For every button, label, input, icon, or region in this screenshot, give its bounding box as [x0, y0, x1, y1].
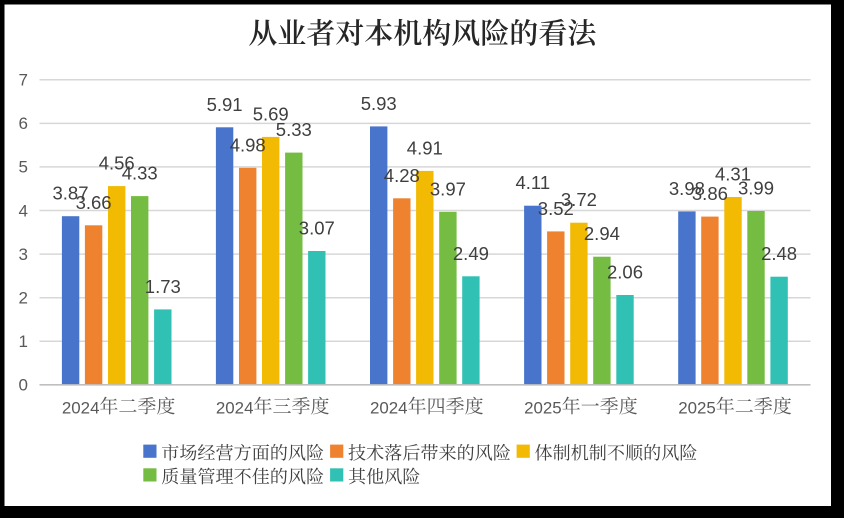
svg-text:3.99: 3.99 — [738, 178, 774, 199]
svg-text:5.91: 5.91 — [207, 94, 243, 115]
svg-text:4.31: 4.31 — [715, 164, 751, 185]
svg-text:3.86: 3.86 — [692, 183, 728, 204]
svg-text:5.33: 5.33 — [276, 119, 312, 140]
svg-text:2025: 2025 — [524, 399, 562, 418]
svg-text:2.06: 2.06 — [607, 262, 643, 283]
svg-text:6: 6 — [19, 114, 28, 133]
svg-text:4: 4 — [19, 201, 28, 220]
svg-text:2: 2 — [19, 289, 28, 308]
svg-text:5: 5 — [19, 158, 28, 177]
svg-text:3.97: 3.97 — [430, 178, 466, 199]
svg-text:1.73: 1.73 — [145, 276, 181, 297]
svg-text:3.98: 3.98 — [669, 178, 705, 199]
svg-text:3: 3 — [19, 245, 28, 264]
svg-text:4.33: 4.33 — [122, 163, 158, 184]
svg-text:3.66: 3.66 — [76, 192, 112, 213]
svg-text:2024: 2024 — [370, 399, 408, 418]
svg-text:3.07: 3.07 — [299, 218, 335, 239]
svg-text:3.72: 3.72 — [561, 189, 597, 210]
svg-text:4.91: 4.91 — [407, 137, 443, 158]
svg-text:0: 0 — [19, 376, 28, 395]
svg-text:3.52: 3.52 — [538, 198, 574, 219]
svg-text:5.93: 5.93 — [361, 93, 397, 114]
svg-text:5.69: 5.69 — [253, 103, 289, 124]
svg-text:2025: 2025 — [678, 399, 716, 418]
svg-text:4.11: 4.11 — [515, 172, 550, 193]
svg-text:4.98: 4.98 — [230, 134, 266, 155]
svg-text:2.94: 2.94 — [584, 223, 620, 244]
svg-text:2024: 2024 — [62, 399, 100, 418]
svg-text:2024: 2024 — [216, 399, 254, 418]
svg-text:4.56: 4.56 — [99, 153, 135, 174]
svg-text:1: 1 — [19, 332, 28, 351]
svg-text:2.49: 2.49 — [453, 243, 489, 264]
svg-text:7: 7 — [19, 71, 28, 90]
svg-text:4.28: 4.28 — [384, 165, 420, 186]
svg-text:2.48: 2.48 — [761, 243, 797, 264]
svg-text:3.87: 3.87 — [52, 183, 88, 204]
